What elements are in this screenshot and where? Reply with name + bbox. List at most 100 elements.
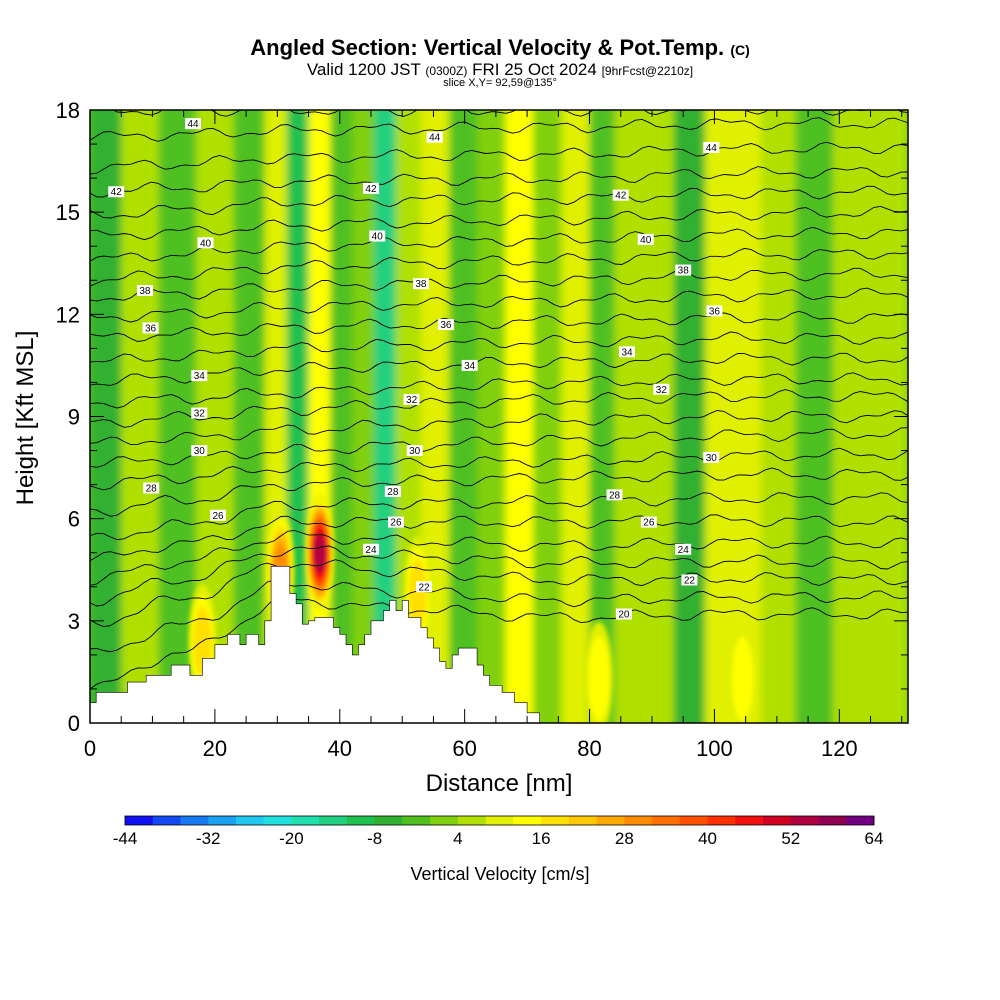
- theta-label-bg: [640, 516, 657, 528]
- theta-label: 22: [416, 581, 433, 593]
- theta-label-bg: [384, 485, 401, 497]
- velocity-band: [533, 110, 562, 723]
- theta-label: 36: [142, 322, 159, 334]
- theta-label: 36: [706, 305, 723, 317]
- theta-label-text: 36: [709, 306, 721, 317]
- theta-contour: [90, 545, 908, 607]
- theta-contour: [90, 372, 908, 409]
- colorbar-swatch: [430, 816, 459, 825]
- theta-label-text: 30: [706, 453, 718, 464]
- colorbar-swatch: [457, 816, 487, 825]
- theta-label-bg: [191, 370, 208, 382]
- velocity-band: [761, 110, 796, 723]
- theta-label-text: 44: [187, 119, 199, 130]
- theta-label-bg: [612, 189, 629, 201]
- colorbar-swatch: [125, 816, 154, 825]
- theta-label-text: 30: [409, 446, 421, 457]
- theta-label-bg: [197, 237, 214, 249]
- theta-label: 34: [461, 359, 478, 372]
- colorbar-tick-label: -20: [279, 829, 304, 848]
- theta-contour: [90, 331, 908, 363]
- x-tick-label: 60: [452, 736, 476, 761]
- theta-label: 22: [681, 574, 698, 586]
- colorbar-swatch: [541, 816, 570, 825]
- theta-label: 44: [185, 118, 202, 130]
- valid-time-line: Valid 1200 JST (0300Z) FRI 25 Oct 2024 […: [0, 60, 1000, 80]
- theta-label: 34: [191, 370, 208, 382]
- colorbar-swatch: [180, 816, 209, 825]
- velocity-band: [614, 110, 643, 723]
- chart-title-unit: (C): [730, 42, 750, 58]
- theta-label-text: 38: [678, 266, 690, 277]
- theta-contour: [90, 467, 908, 517]
- theta-label: 20: [615, 608, 632, 621]
- theta-contour: [90, 352, 908, 386]
- theta-label: 26: [210, 509, 227, 522]
- theta-label: 26: [640, 516, 657, 529]
- theta-contour: [90, 447, 908, 491]
- updraft-core-level: [314, 533, 326, 572]
- colorbar-frame: [124, 815, 875, 826]
- theta-label-text: 26: [643, 518, 655, 529]
- theta-label-text: 30: [194, 446, 206, 457]
- velocity-band: [673, 110, 706, 723]
- chart-title: Angled Section: Vertical Velocity & Pot.…: [0, 35, 1000, 61]
- theta-label-bg: [362, 182, 379, 194]
- theta-label-text: 26: [212, 511, 224, 522]
- theta-label-text: 32: [194, 409, 206, 420]
- theta-label-text: 24: [678, 545, 690, 556]
- theta-label: 30: [191, 445, 208, 457]
- theta-label: 42: [362, 182, 379, 195]
- updraft-core: [305, 495, 334, 610]
- theta-contour: [90, 226, 908, 262]
- theta-label-text: 44: [429, 133, 441, 144]
- theta-label-bg: [142, 322, 159, 334]
- velocity-band: [374, 110, 396, 723]
- x-tick-label: 120: [821, 736, 858, 761]
- theta-contour: [90, 310, 908, 342]
- colorbar-tick-label: 64: [865, 829, 884, 848]
- theta-label-bg: [619, 346, 636, 358]
- theta-label: 44: [703, 141, 720, 154]
- theta-label-bg: [191, 407, 208, 419]
- theta-label-text: 40: [372, 232, 384, 243]
- theta-label: 42: [612, 189, 629, 202]
- colorbar-tick-label: 28: [615, 829, 634, 848]
- theta-label: 42: [108, 186, 125, 198]
- colorbar-swatch: [652, 816, 681, 825]
- theta-contour: [90, 247, 908, 287]
- colorbar-swatch: [208, 816, 237, 825]
- colorbar-tick-label: 40: [698, 829, 717, 848]
- theta-label-text: 28: [387, 487, 399, 498]
- colorbar-title: Vertical Velocity [cm/s]: [410, 864, 589, 884]
- theta-label-bg: [185, 118, 202, 130]
- colorbar-swatch: [568, 816, 598, 825]
- colorbar-swatch: [707, 816, 736, 825]
- theta-label: 30: [703, 451, 720, 464]
- theta-label-bg: [703, 141, 720, 153]
- theta-contour: [112, 110, 908, 117]
- theta-label-text: 34: [194, 371, 206, 382]
- theta-contour: [90, 205, 908, 241]
- theta-label: 32: [403, 393, 420, 406]
- theta-label: 34: [619, 346, 636, 358]
- theta-label-text: 42: [365, 184, 377, 195]
- velocity-band: [330, 110, 353, 723]
- velocity-band: [449, 110, 478, 723]
- theta-contour: [90, 166, 908, 198]
- theta-label-bg: [403, 393, 420, 405]
- theta-label-text: 44: [706, 143, 718, 154]
- colorbar-tick-label: -8: [367, 829, 382, 848]
- theta-label-bg: [143, 482, 160, 494]
- velocity-band: [121, 110, 159, 723]
- theta-label-bg: [210, 509, 227, 521]
- theta-label-text: 22: [684, 575, 696, 586]
- theta-label: 24: [362, 543, 379, 556]
- theta-label-text: 34: [621, 347, 633, 358]
- updraft-core-level: [588, 636, 610, 721]
- updraft-core-level: [731, 636, 754, 721]
- x-axis-ticks: 0 20 40 60 80 100 120: [84, 110, 903, 761]
- colorbar-swatch: [596, 816, 625, 825]
- theta-label: 36: [437, 319, 454, 331]
